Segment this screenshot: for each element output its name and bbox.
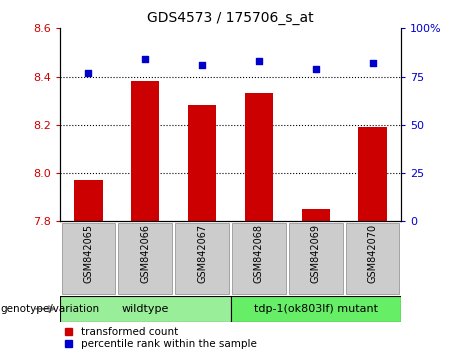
FancyBboxPatch shape	[232, 223, 286, 294]
Text: GSM842070: GSM842070	[367, 224, 378, 283]
Text: wildtype: wildtype	[122, 304, 169, 314]
Point	[312, 66, 319, 72]
Point	[198, 62, 206, 68]
FancyBboxPatch shape	[175, 223, 229, 294]
Text: genotype/variation: genotype/variation	[0, 304, 99, 314]
Point	[255, 58, 263, 64]
Text: tdp-1(ok803lf) mutant: tdp-1(ok803lf) mutant	[254, 304, 378, 314]
FancyBboxPatch shape	[289, 223, 343, 294]
Title: GDS4573 / 175706_s_at: GDS4573 / 175706_s_at	[147, 11, 314, 24]
Text: GSM842068: GSM842068	[254, 224, 264, 283]
Text: GSM842066: GSM842066	[140, 224, 150, 283]
Point	[369, 60, 376, 66]
Bar	[131, 81, 160, 221]
FancyBboxPatch shape	[346, 223, 399, 294]
FancyBboxPatch shape	[230, 296, 401, 322]
Bar	[301, 209, 330, 221]
Text: GSM842065: GSM842065	[83, 224, 94, 283]
Bar	[188, 105, 216, 221]
FancyBboxPatch shape	[60, 296, 230, 322]
Point	[142, 56, 149, 62]
Text: GSM842067: GSM842067	[197, 224, 207, 283]
FancyBboxPatch shape	[118, 223, 172, 294]
Bar	[358, 127, 387, 221]
Legend: transformed count, percentile rank within the sample: transformed count, percentile rank withi…	[65, 327, 257, 349]
Bar	[245, 93, 273, 221]
FancyBboxPatch shape	[62, 223, 115, 294]
Bar	[74, 180, 102, 221]
Point	[85, 70, 92, 75]
Text: GSM842069: GSM842069	[311, 224, 321, 283]
